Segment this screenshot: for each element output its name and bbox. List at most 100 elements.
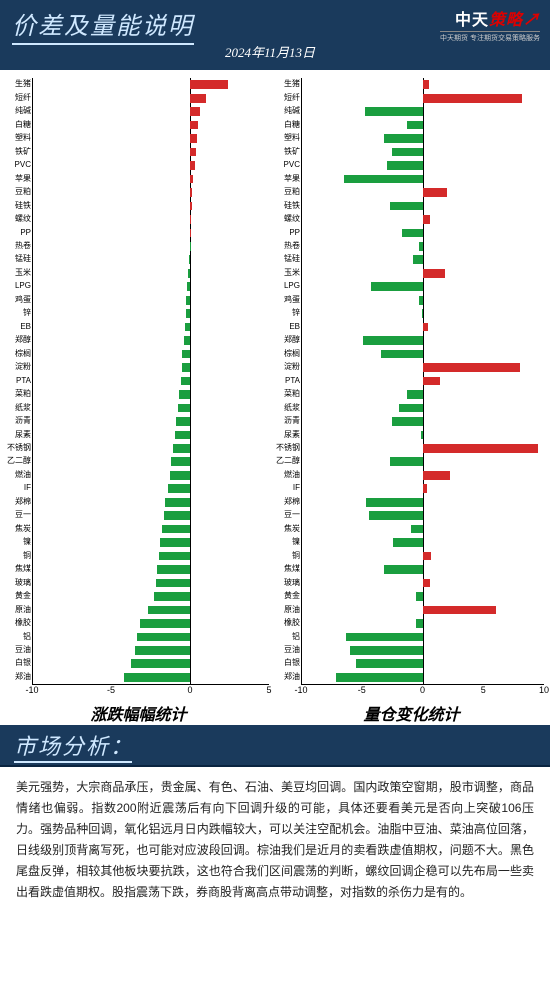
- x-tick: -5: [358, 685, 366, 695]
- logo-main: 中天策略↗: [440, 6, 540, 30]
- bar-row: 淀粉: [33, 363, 269, 372]
- category-label: 纸浆: [284, 404, 300, 412]
- category-label: PTA: [285, 377, 300, 385]
- category-label: LPG: [284, 282, 300, 290]
- category-label: 燃油: [284, 471, 300, 479]
- bar-row: 玻璃: [33, 579, 269, 588]
- bar-row: 黄金: [302, 592, 544, 601]
- bar: [186, 309, 191, 318]
- bar-row: LPG: [33, 282, 269, 291]
- bar-row: 硅铁: [302, 202, 544, 211]
- category-label: 豆粕: [15, 188, 31, 196]
- category-label: 锌: [292, 309, 300, 317]
- bar: [423, 80, 429, 89]
- bar-row: PVC: [302, 161, 544, 170]
- bar: [423, 579, 430, 588]
- x-tick: 5: [266, 685, 271, 695]
- bar-row: 螺纹: [302, 215, 544, 224]
- bar: [190, 202, 191, 211]
- bar-row: LPG: [302, 282, 544, 291]
- category-label: 白银: [284, 659, 300, 667]
- bar: [188, 269, 190, 278]
- bar-row: 镍: [302, 538, 544, 547]
- category-label: PTA: [16, 377, 31, 385]
- bar: [411, 525, 423, 534]
- category-label: 玉米: [284, 269, 300, 277]
- category-label: 生猪: [15, 80, 31, 88]
- category-label: 橡胶: [284, 619, 300, 627]
- bar-row: 不锈钢: [302, 444, 544, 453]
- bar: [190, 107, 199, 116]
- bar-row: IF: [33, 484, 269, 493]
- category-label: 沥青: [284, 417, 300, 425]
- bar: [407, 390, 423, 399]
- category-label: 硅铁: [284, 202, 300, 210]
- bar-row: 玉米: [33, 269, 269, 278]
- bar: [190, 175, 193, 184]
- category-label: 尿素: [284, 431, 300, 439]
- bar-row: 豆一: [33, 511, 269, 520]
- bar-row: 沥青: [302, 417, 544, 426]
- bar-row: 尿素: [302, 431, 544, 440]
- bar: [371, 282, 423, 291]
- category-label: 硅铁: [15, 202, 31, 210]
- category-label: 黄金: [284, 592, 300, 600]
- bar: [131, 659, 191, 668]
- bar: [156, 579, 191, 588]
- analysis-text: 美元强势，大宗商品承压，贵金属、有色、石油、美豆均回调。国内政策空窗期，股市调整…: [0, 767, 550, 913]
- bar-row: 铜: [33, 552, 269, 561]
- bar: [393, 538, 423, 547]
- category-label: 苹果: [15, 175, 31, 183]
- category-label: 铝: [292, 633, 300, 641]
- x-tick: -5: [107, 685, 115, 695]
- bar: [184, 336, 190, 345]
- bar: [423, 484, 427, 493]
- bar: [419, 296, 423, 305]
- bar-row: 锰硅: [33, 255, 269, 264]
- category-label: 螺纹: [284, 215, 300, 223]
- bar-row: 螺纹: [33, 215, 269, 224]
- category-label: 郑棉: [15, 498, 31, 506]
- chart-left-title: 涨跌幅幅统计: [2, 701, 275, 725]
- logo-sub: 中天期货 专注期货交易策略服务: [440, 31, 540, 43]
- bar: [423, 215, 430, 224]
- bar-row: PTA: [302, 377, 544, 386]
- bar-row: 铁矿: [33, 148, 269, 157]
- bar: [336, 673, 423, 682]
- category-label: 纯碱: [284, 107, 300, 115]
- bar-row: 郑醇: [302, 336, 544, 345]
- bar: [190, 134, 197, 143]
- bar-row: 豆粕: [33, 188, 269, 197]
- chart-volume-change: 生猪短纤纯碱白糖塑料铁矿PVC苹果豆粕硅铁螺纹PP热卷锰硅玉米LPG鸡蛋锌EB郑…: [275, 74, 548, 725]
- bar-row: 豆一: [302, 511, 544, 520]
- bar: [182, 363, 191, 372]
- category-label: 豆油: [15, 646, 31, 654]
- category-label: 纸浆: [15, 404, 31, 412]
- bar-row: 乙二醇: [302, 457, 544, 466]
- bar-row: 纸浆: [302, 404, 544, 413]
- bar: [185, 323, 191, 332]
- category-label: 燃油: [15, 471, 31, 479]
- bar: [407, 121, 423, 130]
- bar: [170, 471, 190, 480]
- category-label: 郑醇: [15, 336, 31, 344]
- bar: [168, 484, 190, 493]
- bar-row: 焦炭: [302, 525, 544, 534]
- bar: [384, 565, 423, 574]
- bar-row: 锰硅: [302, 255, 544, 264]
- bar: [157, 565, 190, 574]
- category-label: 郑油: [15, 673, 31, 681]
- bar: [175, 431, 191, 440]
- category-label: 白银: [15, 659, 31, 667]
- category-label: 铜: [292, 552, 300, 560]
- category-label: PVC: [284, 161, 300, 169]
- bar: [350, 646, 423, 655]
- category-label: 铝: [23, 633, 31, 641]
- category-label: 棕榈: [15, 350, 31, 358]
- category-label: PP: [289, 229, 300, 237]
- bar: [137, 633, 190, 642]
- bar-row: 纸浆: [33, 404, 269, 413]
- category-label: 镍: [292, 538, 300, 546]
- bar: [165, 498, 190, 507]
- bar-row: 鸡蛋: [33, 296, 269, 305]
